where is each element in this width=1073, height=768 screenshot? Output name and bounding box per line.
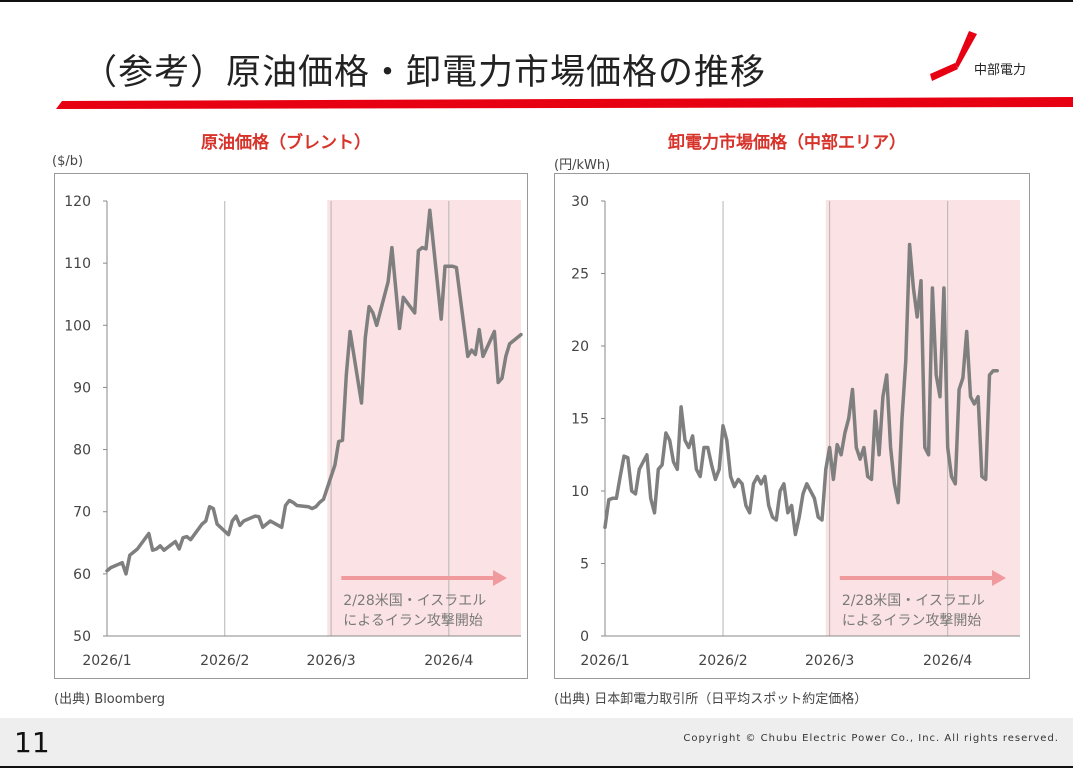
top-border <box>0 0 1073 2</box>
y-tick-label: 10 <box>571 484 589 500</box>
y-tick-label: 25 <box>571 267 589 283</box>
chart-title-power-price: 卸電力市場価格（中部エリア） <box>668 133 906 153</box>
annotation-arrow-head <box>493 570 507 586</box>
chart-svg-power-price: 0 5 10 15 20 25 30 2026/1 2026/2 2026/3 2026/4 2/28… <box>571 194 1020 669</box>
annotation-text: によるイラン攻撃開始 <box>842 613 982 629</box>
y-tick-label: 0 <box>580 629 589 645</box>
page-number: 11 <box>14 726 50 759</box>
x-tick-label: 2026/2 <box>200 653 249 669</box>
chart-svg-crude-oil: 50 60 70 80 90 100 110 120 2026/1 2026/2 2026/3 202… <box>64 194 523 669</box>
annotation-text: 2/28米国・イスラエル <box>842 593 985 609</box>
y-tick-label: 80 <box>73 443 91 459</box>
y-tick-label: 100 <box>64 318 91 334</box>
unit-label-crude-oil: ($/b) <box>52 154 84 169</box>
y-tick-label: 90 <box>73 380 91 396</box>
x-tick-label: 2026/4 <box>424 653 473 669</box>
x-tick-label: 2026/1 <box>580 653 629 669</box>
y-tick-label: 110 <box>64 256 91 272</box>
series-line <box>105 208 523 576</box>
shaded-region <box>327 200 521 636</box>
x-tick-label: 2026/3 <box>306 653 355 669</box>
x-tick-label: 2026/3 <box>805 653 854 669</box>
header-red-band <box>56 97 1073 109</box>
y-tick-label: 60 <box>73 567 91 583</box>
bottom-border <box>0 766 1073 768</box>
y-tick-label: 50 <box>73 629 91 645</box>
annotation-arrow-head <box>992 570 1006 586</box>
x-tick-label: 2026/4 <box>923 653 972 669</box>
footer-bar <box>0 718 1073 766</box>
chart-crude-oil: 50 60 70 80 90 100 110 120 2026/1 2026/2 2026/3 202… <box>54 173 528 679</box>
copyright: Copyright © Chubu Electric Power Co., In… <box>683 733 1059 744</box>
chart-power-price: 0 5 10 15 20 25 30 2026/1 2026/2 2026/3 2026/4 2/28… <box>554 173 1030 679</box>
source-power-price: (出典) 日本卸電力取引所（日平均スポット約定価格） <box>554 692 868 707</box>
source-crude-oil: (出典) Bloomberg <box>54 692 165 707</box>
annotation-text: 2/28米国・イスラエル <box>343 593 486 609</box>
logo-text: 中部電力 <box>974 63 1027 78</box>
chart-title-crude-oil: 原油価格（ブレント） <box>201 133 371 153</box>
unit-label-power-price: (円/kWh) <box>554 158 611 173</box>
series-line <box>603 242 999 537</box>
y-tick-label: 120 <box>64 194 91 210</box>
y-tick-label: 15 <box>571 412 589 428</box>
y-tick-label: 5 <box>580 557 589 573</box>
page-title: （参考）原油価格・卸電力市場価格の推移 <box>82 53 767 93</box>
y-tick-label: 70 <box>73 505 91 521</box>
x-tick-label: 2026/1 <box>82 653 131 669</box>
annotation-text: によるイラン攻撃開始 <box>343 613 483 629</box>
x-tick-label: 2026/2 <box>698 653 747 669</box>
y-tick-label: 20 <box>571 339 589 355</box>
chubu-logo-icon <box>930 31 977 81</box>
y-tick-label: 30 <box>571 194 589 210</box>
